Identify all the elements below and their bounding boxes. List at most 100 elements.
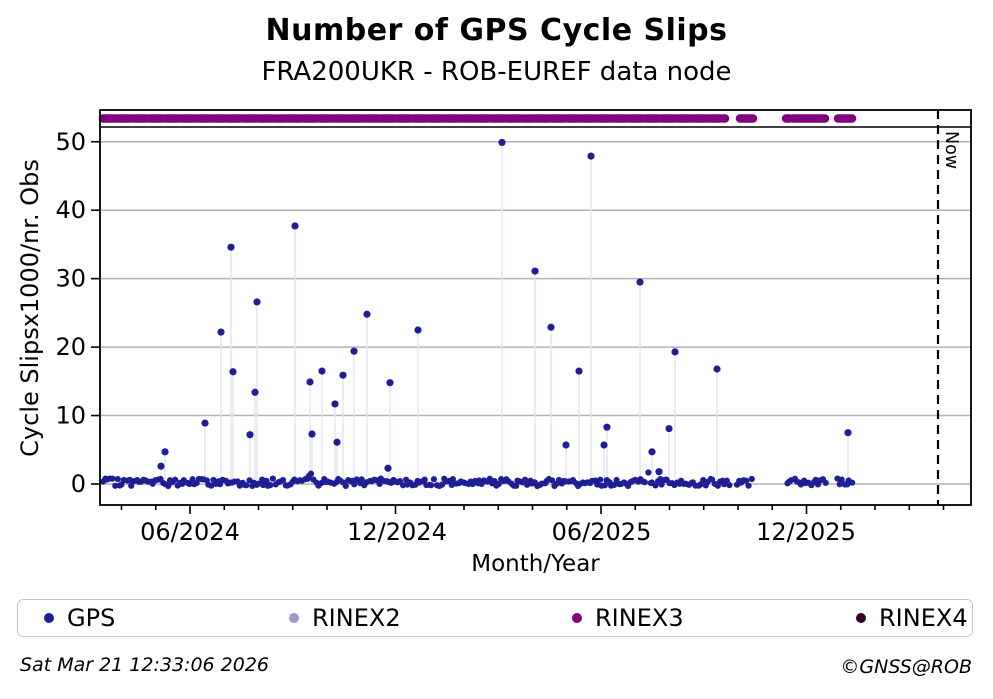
gps-data-point xyxy=(339,371,347,379)
gps-data-point xyxy=(648,448,656,456)
gps-baseline-point xyxy=(263,477,270,484)
gps-data-point xyxy=(201,419,209,427)
x-tick-label: 12/2024 xyxy=(347,518,447,546)
gps-baseline-point xyxy=(548,477,556,484)
gps-data-point xyxy=(531,267,539,275)
gps-baseline-point xyxy=(307,470,315,477)
gps-baseline-point xyxy=(109,475,116,482)
gps-data-point xyxy=(713,365,721,373)
legend-label: RINEX4 xyxy=(879,603,968,632)
gps-baseline-point xyxy=(279,476,287,484)
gps-baseline-point xyxy=(486,475,493,482)
gps-baseline-point xyxy=(745,482,752,489)
y-tick-label: 30 xyxy=(55,265,86,293)
legend: GPS RINEX2 RINEX3 RINEX4 xyxy=(17,599,973,637)
gps-data-point xyxy=(562,441,570,449)
chart-subtitle: FRA200UKR - ROB-EUREF data node xyxy=(261,57,732,87)
gps-data-point xyxy=(318,367,326,375)
x-tick-label: 12/2025 xyxy=(756,518,856,546)
gps-baseline-point xyxy=(427,482,435,489)
now-label: Now xyxy=(941,131,961,169)
gps-baseline-point xyxy=(748,475,755,483)
rinex4-marker-swatch xyxy=(856,612,866,623)
gps-baseline-point xyxy=(243,482,250,489)
gps-baseline-point xyxy=(645,469,652,476)
x-tick-label: 06/2024 xyxy=(140,518,240,546)
gps-baseline-point xyxy=(611,481,618,489)
gps-baseline-point xyxy=(726,481,733,489)
gps-data-point xyxy=(636,278,644,286)
gps-data-point xyxy=(246,431,254,439)
plot-frame xyxy=(99,109,972,506)
gps-marker-swatch xyxy=(44,612,54,623)
gps-data-point xyxy=(217,328,225,336)
gps-baseline-point xyxy=(172,476,179,483)
gps-data-point xyxy=(587,152,595,160)
legend-item-rinex4: RINEX4 xyxy=(856,600,968,635)
gps-baseline-point xyxy=(838,476,845,483)
gps-baseline-point xyxy=(358,476,365,483)
gps-baseline-point xyxy=(641,479,648,486)
legend-item-rinex2: RINEX2 xyxy=(289,600,401,635)
gps-baseline-point xyxy=(438,481,446,488)
gps-data-point xyxy=(253,298,261,306)
gps-data-point xyxy=(655,468,663,476)
gps-baseline-point xyxy=(376,480,383,488)
gps-baseline-point xyxy=(208,482,215,489)
gps-data-point xyxy=(665,424,673,433)
legend-item-rinex3: RINEX3 xyxy=(572,600,684,635)
gps-data-point xyxy=(308,430,316,438)
y-tick-label: 50 xyxy=(55,128,86,156)
legend-label: GPS xyxy=(67,603,116,632)
generation-timestamp: Sat Mar 21 12:33:06 2026 xyxy=(20,654,270,676)
gps-baseline-point xyxy=(112,482,119,489)
gps-baseline-point xyxy=(114,475,121,483)
gps-baseline-point xyxy=(697,481,704,488)
gps-baseline-point xyxy=(513,482,520,489)
gps-data-point xyxy=(600,441,608,449)
gps-data-point xyxy=(363,310,371,318)
gps-baseline-point xyxy=(449,475,456,483)
gps-data-point xyxy=(227,243,235,251)
y-tick-label: 40 xyxy=(55,196,86,224)
gps-baseline-point xyxy=(165,482,172,490)
gps-data-point xyxy=(498,138,506,147)
gps-data-point xyxy=(291,222,299,230)
gps-baseline-point xyxy=(186,480,193,488)
chart-title: Number of GPS Cycle Slips xyxy=(265,13,728,48)
rinex3-marker-swatch xyxy=(572,612,582,623)
copyright: ©GNSS@ROB xyxy=(840,656,972,678)
gps-baseline-point xyxy=(524,481,531,488)
gps-data-point xyxy=(671,348,679,356)
gps-baseline-point xyxy=(822,479,829,486)
rinex2-marker-swatch xyxy=(289,612,299,623)
gps-baseline-point xyxy=(742,477,750,484)
gps-data-point xyxy=(414,326,422,334)
gps-baseline-point xyxy=(255,480,262,487)
legend-label: RINEX3 xyxy=(595,603,684,632)
gps-baseline-point xyxy=(601,482,608,489)
gps-data-point xyxy=(229,368,237,376)
gps-baseline-point xyxy=(260,481,267,489)
gps-baseline-point xyxy=(351,481,358,488)
gps-data-point xyxy=(547,323,555,331)
gps-data-point xyxy=(575,367,583,375)
gps-data-point xyxy=(844,429,852,437)
gps-baseline-point xyxy=(521,476,529,483)
legend-item-gps: GPS xyxy=(44,600,115,635)
gps-data-point xyxy=(161,448,169,456)
legend-label: RINEX2 xyxy=(312,603,401,632)
gps-data-point xyxy=(350,347,358,355)
x-tick-label: 06/2025 xyxy=(552,518,652,546)
gps-baseline-point xyxy=(421,476,428,483)
gps-baseline-point xyxy=(430,476,438,483)
gps-baseline-point xyxy=(849,479,856,486)
gps-baseline-point xyxy=(189,476,196,483)
gps-baseline-point xyxy=(267,482,274,489)
y-tick-label: 20 xyxy=(55,333,86,361)
gps-data-point xyxy=(251,388,259,396)
gps-data-point xyxy=(386,379,394,387)
gps-baseline-point xyxy=(342,482,349,490)
